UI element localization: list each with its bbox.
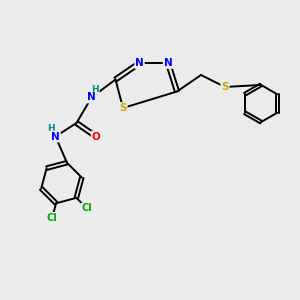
Text: Cl: Cl xyxy=(47,213,58,223)
Text: N: N xyxy=(164,58,172,68)
Text: S: S xyxy=(221,82,229,92)
Text: N: N xyxy=(87,92,96,103)
Text: N: N xyxy=(51,131,60,142)
Text: H: H xyxy=(91,85,99,94)
Text: N: N xyxy=(135,58,144,68)
Text: H: H xyxy=(47,124,55,133)
Text: Cl: Cl xyxy=(82,203,92,214)
Text: O: O xyxy=(92,131,100,142)
Text: S: S xyxy=(119,103,127,113)
